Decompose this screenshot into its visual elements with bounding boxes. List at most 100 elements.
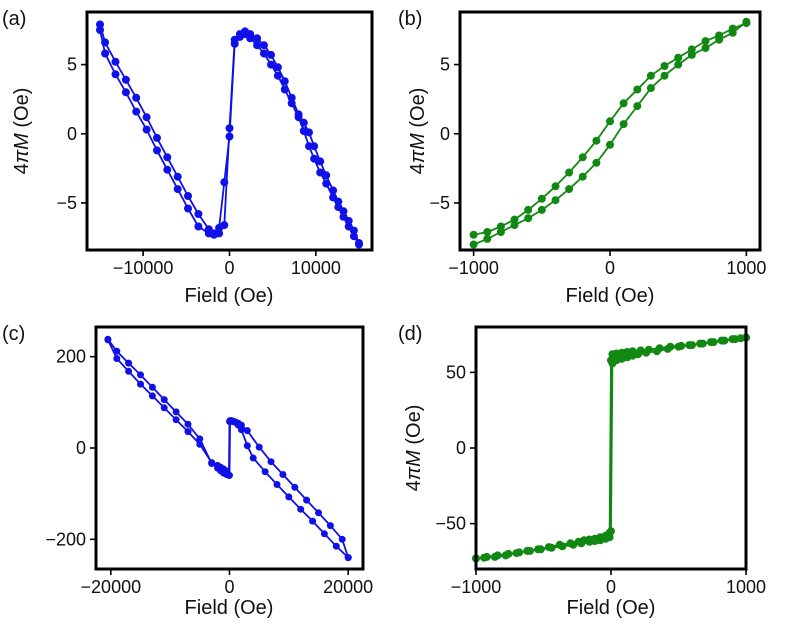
panel-label: (c): [2, 323, 25, 345]
data-point: [273, 63, 282, 72]
data-point: [253, 41, 262, 50]
tick-layer: −1000 0 1000 −5 0 5: [429, 55, 766, 278]
data-point: [96, 20, 104, 29]
data-point: [663, 344, 672, 353]
data-point: [569, 540, 578, 549]
data-point: [310, 142, 319, 151]
data-point: [173, 172, 182, 181]
data-point: [132, 93, 141, 102]
data-point: [320, 530, 328, 538]
y-axis-label-prefix: 4: [407, 163, 429, 174]
data-point: [196, 435, 204, 443]
data-point: [287, 93, 296, 102]
data-point: [316, 168, 325, 177]
y-tick-label: −5: [56, 193, 77, 213]
data-point: [496, 228, 505, 236]
data-point: [660, 62, 669, 70]
data-point: [482, 552, 491, 561]
data-point: [577, 539, 586, 548]
y-axis-label: 4πM (Oe): [11, 88, 33, 175]
data-point: [592, 136, 601, 145]
data-point: [493, 551, 502, 560]
y-tick-label: 5: [67, 55, 77, 75]
data-point: [172, 408, 180, 416]
data-point: [237, 421, 245, 429]
data-point: [510, 221, 519, 230]
series-line-sweep-up: [99, 24, 360, 244]
data-point: [646, 84, 655, 93]
y-axis-label-m: M: [11, 133, 33, 150]
data-point: [253, 34, 262, 43]
y-axis-label-pi: π: [403, 466, 425, 480]
series-line-sweep-up: [107, 338, 350, 558]
data-point: [606, 140, 614, 149]
tick-layer: −10000 0 10000 −5 0 5: [56, 55, 340, 278]
data-point: [524, 214, 533, 223]
x-tick-label: −1000: [451, 577, 502, 597]
data-point: [608, 350, 617, 359]
data-point: [334, 197, 343, 206]
data-point: [148, 383, 156, 391]
x-tick-label: −1000: [448, 258, 499, 278]
data-point: [225, 124, 234, 133]
data-point: [148, 392, 156, 400]
data-point: [267, 50, 275, 59]
data-point: [592, 158, 601, 167]
data-point: [315, 509, 322, 517]
data-point: [349, 226, 358, 235]
data-point: [194, 210, 203, 218]
y-tick-label: −200: [45, 529, 86, 549]
data-point: [267, 60, 275, 69]
data-point: [551, 182, 560, 191]
data-point: [153, 146, 161, 155]
data-point: [255, 443, 263, 451]
data-point: [121, 88, 130, 97]
data-point: [204, 225, 213, 234]
x-tick-label: −10000: [113, 258, 174, 278]
data-point: [607, 527, 615, 536]
x-tick-label: −20000: [81, 577, 142, 597]
y-tick-label: 0: [440, 124, 450, 144]
data-point: [469, 240, 478, 249]
series-layer: [469, 17, 751, 249]
data-point: [605, 533, 614, 542]
series-line-sweep-up: [475, 336, 747, 560]
data-point: [132, 107, 141, 116]
data-point: [226, 471, 233, 479]
data-point: [309, 517, 317, 525]
data-point: [537, 194, 546, 203]
data-point: [279, 471, 287, 478]
data-point: [674, 60, 683, 69]
x-tick-label: 0: [605, 258, 615, 278]
data-point: [646, 71, 655, 80]
data-point: [163, 165, 172, 174]
data-point: [260, 49, 268, 58]
data-point: [208, 460, 216, 467]
series-line-sweep-down: [107, 339, 349, 559]
data-point: [706, 338, 715, 347]
data-point: [344, 216, 353, 225]
data-point: [220, 221, 229, 230]
data-point: [565, 185, 574, 194]
y-axis-label-m: M: [403, 450, 425, 467]
data-point: [578, 172, 587, 181]
data-point: [173, 185, 182, 194]
panel-label: (d): [398, 323, 422, 345]
data-point: [558, 542, 567, 551]
data-point: [294, 110, 303, 119]
data-point: [701, 37, 710, 46]
data-point: [297, 505, 305, 513]
x-tick-label: 1000: [726, 577, 766, 597]
data-point: [125, 367, 133, 375]
data-point: [184, 428, 192, 436]
data-point: [565, 168, 574, 177]
data-point: [267, 458, 275, 466]
data-point: [273, 481, 281, 488]
y-axis-label: 4πM (Oe): [407, 88, 429, 175]
data-point: [483, 234, 492, 243]
data-point: [674, 342, 683, 351]
data-point: [113, 347, 121, 355]
data-point: [515, 548, 524, 557]
data-point: [184, 420, 192, 428]
y-tick-label: −5: [429, 193, 450, 213]
